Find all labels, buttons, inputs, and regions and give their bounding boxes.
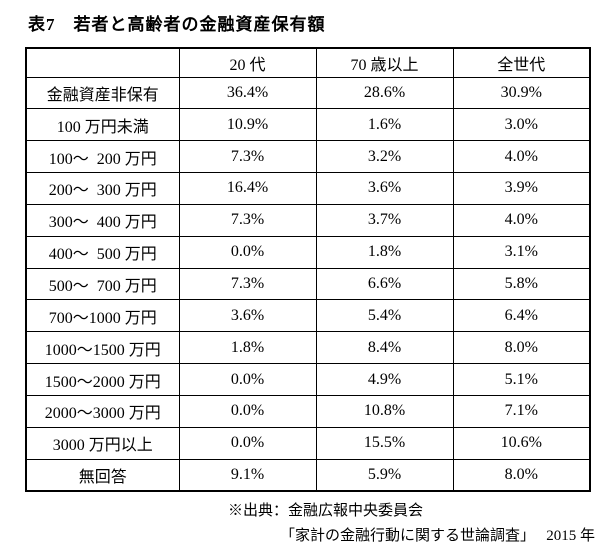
- value-cell: 9.1%: [178, 458, 317, 492]
- value-cell: 6.4%: [452, 299, 591, 333]
- row-label: 200～ 300 万円: [25, 172, 180, 205]
- header-cell-70plus: 70 歳以上: [315, 47, 454, 78]
- table-row: 500～ 700 万円 7.3% 6.6% 5.8%: [25, 267, 591, 301]
- value-cell: 16.4%: [178, 172, 317, 205]
- table-row: 100 万円未満 10.9% 1.6% 3.0%: [25, 108, 591, 142]
- value-cell: 10.9%: [178, 108, 317, 142]
- value-cell: 7.3%: [178, 203, 317, 237]
- value-cell: 0.0%: [178, 235, 317, 269]
- header-cell-all: 全世代: [452, 47, 591, 78]
- table-row: 300～ 400 万円 7.3% 3.7% 4.0%: [25, 203, 591, 237]
- value-cell: 7.1%: [452, 394, 591, 428]
- header-row: 20 代 70 歳以上 全世代: [25, 47, 591, 78]
- row-label: 1000～1500 万円: [25, 331, 180, 365]
- value-cell: 30.9%: [452, 76, 591, 110]
- value-cell: 5.9%: [315, 458, 454, 492]
- header-cell-20s: 20 代: [178, 47, 317, 78]
- table-row: 700～1000 万円 3.6% 5.4% 6.4%: [25, 299, 591, 333]
- value-cell: 5.4%: [315, 299, 454, 333]
- value-cell: 0.0%: [178, 394, 317, 428]
- value-cell: 1.8%: [178, 331, 317, 365]
- table-row: 金融資産非保有 36.4% 28.6% 30.9%: [25, 76, 591, 110]
- value-cell: 15.5%: [315, 426, 454, 460]
- value-cell: 8.0%: [452, 458, 591, 492]
- value-cell: 6.6%: [315, 267, 454, 301]
- value-cell: 1.8%: [315, 235, 454, 269]
- table-row: 200～ 300 万円 16.4% 3.6% 3.9%: [25, 172, 591, 205]
- row-label: 700～1000 万円: [25, 299, 180, 333]
- row-label: 300～ 400 万円: [25, 203, 180, 237]
- value-cell: 4.0%: [452, 203, 591, 237]
- table-row: 3000 万円以上 0.0% 15.5% 10.6%: [25, 426, 591, 460]
- value-cell: 3.2%: [315, 140, 454, 174]
- table-row: 400～ 500 万円 0.0% 1.8% 3.1%: [25, 235, 591, 269]
- value-cell: 4.0%: [452, 140, 591, 174]
- row-label: 1500～2000 万円: [25, 363, 180, 396]
- value-cell: 10.6%: [452, 426, 591, 460]
- value-cell: 3.6%: [178, 299, 317, 333]
- header-cell-empty: [25, 47, 180, 78]
- value-cell: 36.4%: [178, 76, 317, 110]
- row-label: 2000～3000 万円: [25, 394, 180, 428]
- row-label: 100～ 200 万円: [25, 140, 180, 174]
- row-label: 500～ 700 万円: [25, 267, 180, 301]
- value-cell: 5.1%: [452, 363, 591, 396]
- value-cell: 3.9%: [452, 172, 591, 205]
- value-cell: 3.6%: [315, 172, 454, 205]
- table-row: 1500～2000 万円 0.0% 4.9% 5.1%: [25, 363, 591, 396]
- value-cell: 10.8%: [315, 394, 454, 428]
- row-label: 100 万円未満: [25, 108, 180, 142]
- page-title: 表7 若者と高齢者の金融資産保有額: [28, 15, 326, 34]
- value-cell: 0.0%: [178, 363, 317, 396]
- financial-assets-table: 20 代 70 歳以上 全世代 金融資産非保有 36.4% 28.6% 30.9…: [25, 47, 591, 492]
- value-cell: 1.6%: [315, 108, 454, 142]
- source-note-line2: 「家計の金融行動に関する世論調査」 2015 年: [280, 528, 596, 544]
- value-cell: 0.0%: [178, 426, 317, 460]
- row-label: 金融資産非保有: [25, 76, 180, 110]
- table-row: 無回答 9.1% 5.9% 8.0%: [25, 458, 591, 492]
- table-row: 1000～1500 万円 1.8% 8.4% 8.0%: [25, 331, 591, 365]
- row-label: 無回答: [25, 458, 180, 492]
- row-label: 400～ 500 万円: [25, 235, 180, 269]
- value-cell: 7.3%: [178, 267, 317, 301]
- value-cell: 8.4%: [315, 331, 454, 365]
- source-note-line1: ※出典：金融広報中央委員会: [228, 503, 424, 519]
- value-cell: 4.9%: [315, 363, 454, 396]
- value-cell: 28.6%: [315, 76, 454, 110]
- value-cell: 5.8%: [452, 267, 591, 301]
- value-cell: 3.7%: [315, 203, 454, 237]
- value-cell: 3.1%: [452, 235, 591, 269]
- row-label: 3000 万円以上: [25, 426, 180, 460]
- table-row: 2000～3000 万円 0.0% 10.8% 7.1%: [25, 394, 591, 428]
- table-row: 100～ 200 万円 7.3% 3.2% 4.0%: [25, 140, 591, 174]
- value-cell: 3.0%: [452, 108, 591, 142]
- value-cell: 8.0%: [452, 331, 591, 365]
- value-cell: 7.3%: [178, 140, 317, 174]
